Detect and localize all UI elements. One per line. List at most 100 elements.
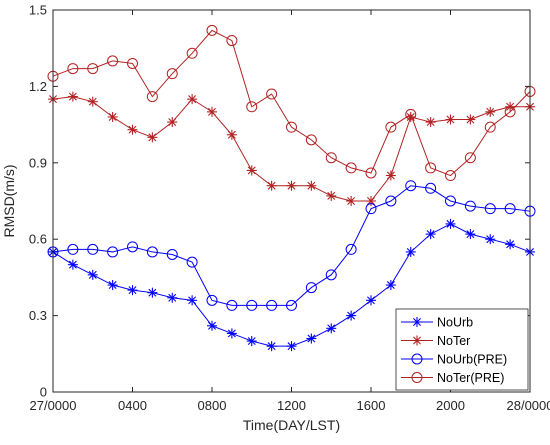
asterisk-marker — [246, 165, 257, 176]
circle-marker — [305, 134, 317, 146]
asterisk-marker — [87, 96, 98, 107]
asterisk-marker — [346, 310, 357, 321]
asterisk-marker — [326, 323, 337, 334]
circle-marker — [286, 299, 297, 311]
circle-marker — [67, 243, 79, 255]
circle-marker — [345, 243, 357, 255]
circle-marker — [464, 200, 476, 212]
circle-marker — [186, 47, 198, 59]
asterisk-marker — [366, 295, 376, 306]
asterisk-marker — [226, 129, 237, 140]
asterisk-marker — [207, 106, 217, 117]
asterisk-marker — [485, 106, 496, 117]
asterisk-marker — [306, 180, 317, 191]
asterisk-marker — [505, 239, 516, 250]
asterisk-marker — [306, 333, 317, 344]
legend-entry: NoTer — [401, 334, 470, 348]
circle-marker — [405, 180, 417, 192]
circle-marker — [411, 372, 423, 383]
asterisk-marker — [107, 280, 118, 291]
circle-marker — [107, 246, 119, 258]
circle-marker — [411, 353, 423, 365]
asterisk-marker — [167, 292, 178, 303]
circle-marker — [484, 203, 496, 215]
circle-marker — [146, 246, 158, 258]
series-line — [52, 29, 531, 177]
legend-label: NoTer(PRE) — [437, 371, 504, 385]
circle-marker — [305, 282, 317, 294]
circle-marker — [226, 299, 238, 311]
circle-marker — [325, 269, 337, 281]
legend-entry: NoUrb(PRE) — [401, 353, 507, 367]
circle-marker — [266, 299, 278, 311]
asterisk-marker — [67, 91, 78, 102]
circle-marker — [246, 101, 258, 113]
x-tick-label: 0400 — [118, 398, 147, 413]
legend-label: NoUrb — [437, 316, 473, 330]
asterisk-marker — [405, 246, 416, 257]
series-nourb-pre — [47, 180, 536, 311]
circle-marker — [425, 182, 437, 194]
circle-marker — [226, 35, 238, 47]
y-tick-label: 1.5 — [29, 3, 47, 18]
y-tick-label: 0.6 — [29, 232, 47, 247]
asterisk-marker — [465, 229, 476, 240]
asterisk-marker — [167, 117, 178, 128]
legend-entry: NoUrb — [401, 316, 473, 330]
asterisk-marker — [127, 124, 138, 135]
legend-entry: NoTer(PRE) — [401, 371, 504, 385]
asterisk-marker — [187, 94, 198, 105]
asterisk-marker — [346, 196, 357, 206]
legend-label: NoTer — [437, 334, 470, 348]
circle-marker — [385, 195, 397, 207]
ticks-layer: 27/0000 0400 0800 1200 1600 2000 28/0000 0 0.3 0.… — [29, 3, 550, 414]
circle-marker — [186, 256, 198, 268]
asterisk-marker — [326, 190, 337, 201]
legend: NoUrb NoTer NoUrb(PRE) NoTer(PRE) — [395, 308, 529, 391]
asterisk-marker — [465, 114, 476, 125]
asterisk-marker — [266, 341, 277, 352]
x-tick-label: 1200 — [277, 398, 306, 413]
asterisk-marker — [286, 180, 297, 191]
asterisk-marker — [412, 335, 422, 346]
circle-marker — [464, 152, 476, 164]
circle-marker — [365, 167, 377, 179]
circle-marker — [107, 55, 119, 67]
y-tick-label: 0 — [40, 385, 47, 400]
circle-marker — [484, 121, 496, 133]
circle-marker — [87, 243, 99, 255]
circle-marker — [246, 299, 258, 311]
circle-marker — [127, 57, 138, 69]
asterisk-marker — [385, 280, 396, 291]
circle-marker — [266, 88, 278, 100]
circle-marker — [146, 91, 158, 103]
circle-marker — [325, 152, 337, 164]
y-tick-label: 1.2 — [29, 79, 47, 94]
circle-marker — [87, 63, 99, 75]
asterisk-marker — [127, 285, 138, 296]
y-tick-label: 0.9 — [29, 155, 47, 170]
legend-label: NoUrb(PRE) — [437, 353, 507, 367]
x-tick-label: 27/0000 — [30, 398, 77, 413]
asterisk-marker — [485, 234, 496, 245]
asterisk-marker — [147, 287, 158, 298]
circle-marker — [206, 24, 218, 36]
asterisk-marker — [147, 132, 158, 143]
asterisk-marker — [385, 170, 396, 181]
circle-marker — [345, 162, 357, 174]
asterisk-marker — [445, 114, 456, 125]
asterisk-marker — [266, 180, 277, 191]
x-tick-label: 2000 — [436, 398, 465, 413]
asterisk-marker — [286, 341, 297, 352]
circle-marker — [365, 203, 377, 215]
asterisk-marker — [67, 259, 78, 270]
circle-marker — [67, 63, 79, 75]
asterisk-marker — [412, 317, 422, 327]
x-tick-label: 28/0000 — [507, 398, 550, 413]
asterisk-marker — [187, 295, 198, 306]
circle-marker — [504, 203, 516, 215]
circle-marker — [405, 108, 417, 120]
circle-marker — [206, 294, 218, 306]
y-axis-label: RMSD(m/s) — [1, 164, 17, 237]
